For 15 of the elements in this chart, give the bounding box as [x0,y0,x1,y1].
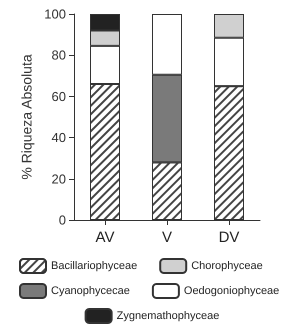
y-tick-label: 20 [52,171,66,186]
legend-label: Chorophyceae [191,260,263,272]
x-tick-label: V [162,229,172,246]
legend-label: Cyanophycecae [51,285,130,297]
y-tick-label: 60 [52,88,66,104]
legend-label: Bacillariophyceae [51,260,138,272]
x-tick-label: DV [218,229,240,246]
y-axis-title: % Riqueza Absoluta [18,54,34,180]
y-tick-label: 40 [52,130,66,146]
y-tick-label: 0 [58,212,66,228]
y-tick-label: 100 [44,6,66,22]
x-tick-label: AV [96,229,114,246]
legend-label: Oedogoniophyceae [184,285,280,297]
legend-label: Zygnemathophyceae [116,310,220,322]
y-tick-label: 80 [52,48,66,63]
